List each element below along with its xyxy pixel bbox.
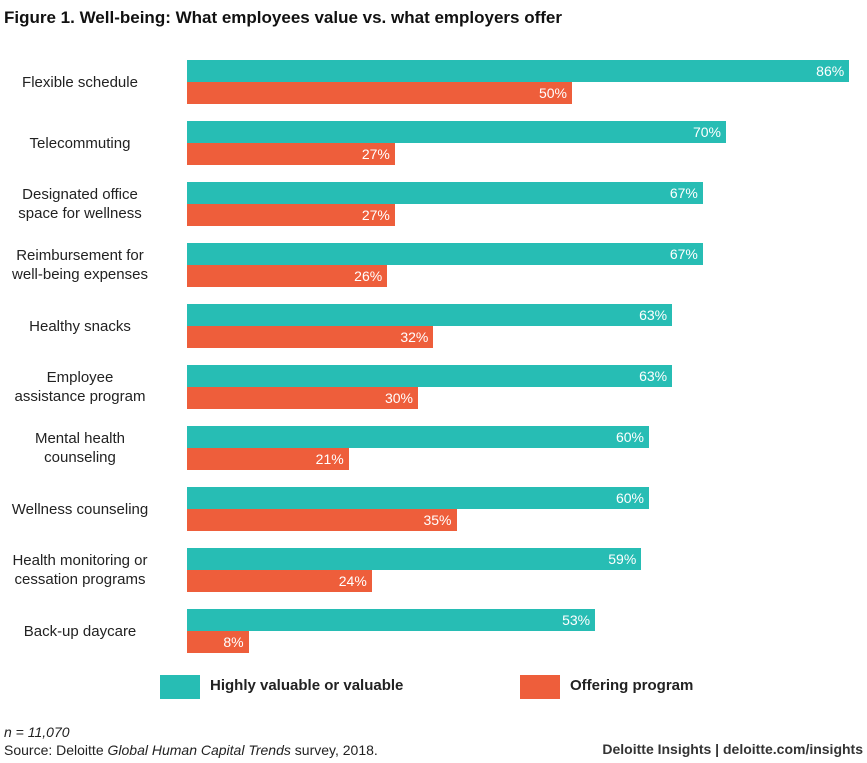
legend-swatch-offering xyxy=(520,675,560,699)
bar-valued xyxy=(187,426,649,448)
credit: Deloitte Insights | deloitte.com/insight… xyxy=(602,741,863,757)
data-label: 24% xyxy=(338,573,367,589)
data-label: 67% xyxy=(669,246,698,262)
category-label-line: Back-up daycare xyxy=(23,622,137,640)
data-label: 27% xyxy=(361,207,390,223)
bar-offering xyxy=(187,387,418,409)
data-label: 60% xyxy=(615,429,644,445)
category-label-line: Employee xyxy=(46,369,114,386)
category-label: Back-up daycare xyxy=(0,622,170,641)
category-label: Designated office space for wellness xyxy=(0,185,170,223)
bar-offering xyxy=(187,509,457,531)
data-label: 27% xyxy=(361,146,390,162)
data-label: 8% xyxy=(223,634,244,650)
bar-valued xyxy=(187,487,649,509)
bar-offering xyxy=(187,326,434,348)
source-title: Global Human Capital Trends xyxy=(107,742,291,758)
category-label: Wellness counseling xyxy=(0,500,170,519)
bar-valued xyxy=(187,243,703,265)
bar-offering xyxy=(187,82,572,104)
category-label-line: Healthy snacks xyxy=(29,317,131,335)
bar-offering xyxy=(187,204,395,226)
data-label: 59% xyxy=(608,551,637,567)
category-label: Health monitoring or cessation programs xyxy=(0,551,170,589)
bar-valued xyxy=(187,182,703,204)
category-label: Healthy snacks xyxy=(0,317,170,336)
category-label-line: Health monitoring or xyxy=(12,552,148,569)
legend-label-offering: Offering program xyxy=(570,677,694,694)
category-label-line: Designated office xyxy=(22,186,138,203)
data-label: 60% xyxy=(615,490,644,506)
category-label-line: Telecommuting xyxy=(29,134,131,152)
data-label: 30% xyxy=(384,390,413,406)
data-label: 67% xyxy=(669,185,698,201)
bar-valued xyxy=(187,304,673,326)
category-label-line: counseling xyxy=(44,449,116,466)
data-label: 26% xyxy=(354,268,383,284)
bar-offering xyxy=(187,631,249,653)
data-label: 35% xyxy=(423,512,452,528)
sample-size: n = 11,070 xyxy=(4,724,70,740)
legend-label-valued: Highly valuable or valuable xyxy=(210,677,404,694)
bar-offering xyxy=(187,448,349,470)
source-note: Source: Deloitte Global Human Capital Tr… xyxy=(4,742,378,758)
data-label: 53% xyxy=(562,612,591,628)
data-label: 50% xyxy=(538,85,567,101)
chart-title: Figure 1. Well-being: What employees val… xyxy=(4,8,562,27)
category-label-line: Wellness counseling xyxy=(11,500,149,518)
data-label: 70% xyxy=(692,124,721,140)
source-prefix: Source: Deloitte xyxy=(4,742,108,758)
data-label: 86% xyxy=(816,63,845,79)
category-label-line: Flexible schedule xyxy=(22,73,138,91)
category-label-line: Mental health xyxy=(34,430,126,447)
bar-offering xyxy=(187,570,372,592)
bar-offering xyxy=(187,265,388,287)
category-label-line: Reimbursement for xyxy=(16,247,144,264)
bar-offering xyxy=(187,143,395,165)
bar-valued xyxy=(187,121,726,143)
bar-valued xyxy=(187,365,673,387)
data-label: 63% xyxy=(639,368,668,384)
bar-valued xyxy=(187,548,642,570)
bar-valued xyxy=(187,60,850,82)
category-label-line: well-being expenses xyxy=(12,266,148,283)
category-label: Telecommuting xyxy=(0,134,170,153)
source-suffix: survey, 2018. xyxy=(290,742,378,758)
data-label: 63% xyxy=(639,307,668,323)
category-label-line: cessation programs xyxy=(14,571,146,588)
category-label: Mental health counseling xyxy=(0,429,170,467)
category-label: Flexible schedule xyxy=(0,73,170,92)
category-label: Employee assistance program xyxy=(0,368,170,406)
legend-swatch-valued xyxy=(160,675,200,699)
category-label-line: space for wellness xyxy=(18,205,142,222)
bar-valued xyxy=(187,609,596,631)
data-label: 32% xyxy=(400,329,429,345)
category-label: Reimbursement for well-being expenses xyxy=(0,246,170,284)
category-label-line: assistance program xyxy=(14,388,146,405)
data-label: 21% xyxy=(315,451,344,467)
